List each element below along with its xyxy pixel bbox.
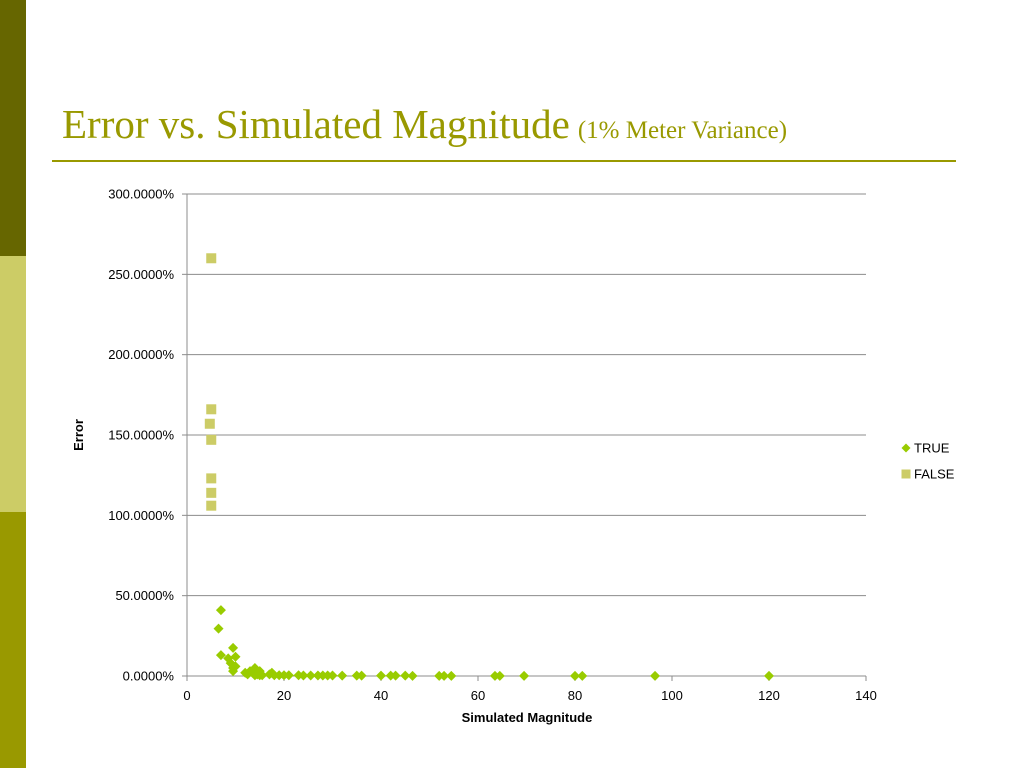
- data-point-true: [213, 623, 224, 634]
- data-point-false: [206, 473, 217, 484]
- data-point-true: [257, 670, 268, 681]
- side-bar-dark: [0, 0, 26, 256]
- y-tick-label: 250.0000%: [108, 267, 174, 282]
- slide-title-main: Error vs. Simulated Magnitude: [62, 101, 570, 147]
- data-point-true: [356, 670, 367, 681]
- x-tick-label: 120: [758, 688, 780, 703]
- data-point-true: [764, 670, 774, 681]
- y-tick-label: 200.0000%: [108, 347, 174, 362]
- x-tick-label: 80: [568, 688, 582, 703]
- data-series: [204, 253, 774, 681]
- series-false: [204, 253, 217, 511]
- axes: 0.0000% 50.0000% 100.0000% 150.0000% 200.000…: [108, 187, 877, 704]
- data-point-true: [230, 651, 241, 662]
- slide-title-subtitle: (1% Meter Variance): [577, 117, 788, 144]
- data-point-true: [400, 670, 411, 681]
- grid-lines: [187, 193, 866, 597]
- side-bar-light: [0, 256, 26, 512]
- data-point-true: [298, 670, 309, 681]
- x-tick-label: 140: [855, 688, 877, 703]
- data-point-false: [206, 487, 217, 498]
- data-point-true: [494, 670, 505, 681]
- data-point-true: [407, 670, 418, 681]
- legend: TRUE FALSE: [901, 441, 955, 482]
- y-axis-title: Error: [71, 419, 86, 451]
- data-point-true: [390, 670, 401, 681]
- legend-label-false: FALSE: [914, 467, 955, 482]
- data-point-true: [215, 605, 226, 616]
- x-tick-label: 20: [277, 688, 291, 703]
- data-point-false: [206, 434, 217, 445]
- data-point-true: [570, 670, 580, 681]
- data-point-true: [577, 670, 588, 681]
- y-tick-label: 50.0000%: [115, 588, 174, 603]
- data-point-true: [650, 670, 661, 681]
- y-tick-label: 0.0000%: [123, 669, 175, 684]
- data-point-true: [283, 670, 294, 681]
- legend-marker-false: [901, 469, 911, 479]
- data-point-true: [337, 670, 348, 681]
- y-tick-label: 150.0000%: [108, 428, 174, 443]
- x-tick-label: 100: [661, 688, 683, 703]
- data-point-true: [376, 670, 386, 681]
- y-tick-label: 300.0000%: [108, 187, 174, 202]
- series-true: [213, 605, 774, 681]
- data-point-true: [519, 670, 530, 681]
- data-point-true: [228, 642, 239, 653]
- data-point-true: [446, 670, 457, 681]
- title-underline: [52, 160, 956, 162]
- legend-marker-true: [901, 443, 911, 453]
- data-point-false: [206, 500, 217, 511]
- data-point-true: [439, 670, 450, 681]
- data-point-true: [305, 670, 316, 681]
- x-tick-label: 0: [183, 688, 190, 703]
- y-tick-label: 100.0000%: [108, 508, 174, 523]
- x-tick-label: 40: [374, 688, 388, 703]
- legend-label-true: TRUE: [914, 441, 950, 456]
- side-bar-mid: [0, 512, 26, 768]
- x-tick-label: 60: [471, 688, 485, 703]
- data-point-true: [230, 661, 241, 672]
- data-point-true: [327, 670, 338, 681]
- slide-title: Error vs. Simulated Magnitude (1% Meter …: [62, 100, 787, 148]
- data-point-false: [206, 253, 217, 264]
- data-point-false: [204, 418, 215, 429]
- data-point-false: [206, 404, 217, 415]
- x-axis-title: Simulated Magnitude: [462, 710, 593, 725]
- data-point-true: [215, 650, 226, 661]
